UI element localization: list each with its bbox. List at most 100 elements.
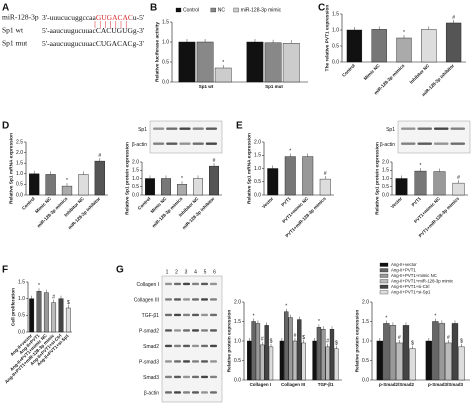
blot-band — [210, 360, 217, 363]
bar — [445, 342, 452, 381]
y-tick-label: 2.0 — [362, 299, 369, 305]
y-tick-label: 1.0 — [382, 176, 389, 182]
bar — [255, 323, 261, 381]
blot-band — [183, 375, 190, 379]
y-tick-label: 0.5 — [382, 184, 389, 190]
bar — [264, 325, 269, 381]
blot-band — [201, 344, 208, 348]
bar — [29, 173, 40, 196]
x-tick-label: PVT1+miR-128-3p mimics — [418, 196, 461, 239]
y-tick-label: 2.0 — [16, 150, 23, 156]
y-tick-label: 2.0 — [132, 159, 139, 165]
bar — [196, 41, 214, 83]
blot-band — [401, 142, 416, 145]
y-tick-label: 0.5 — [162, 59, 169, 65]
y-tick-label: 1.5 — [162, 19, 169, 25]
legend-swatch — [379, 284, 389, 289]
significance-mark: $ — [270, 339, 273, 345]
sequence-part: g-3' — [133, 26, 145, 35]
blot-band — [417, 142, 432, 145]
blot-band — [192, 375, 199, 379]
blot-band — [174, 344, 181, 348]
legend-label: Ang-II+PVT1+mimic NC — [391, 273, 437, 278]
significance-mark: $ — [411, 341, 414, 347]
x-tick-label: Vector — [390, 196, 403, 209]
blot-band — [192, 127, 204, 130]
blot-band — [434, 127, 449, 130]
blot-label: Sp1 — [138, 127, 147, 133]
bar — [178, 41, 196, 83]
panel-letter: D — [2, 121, 9, 132]
bar — [432, 321, 439, 381]
y-tick-label: 0.0 — [132, 192, 139, 198]
y-tick-label: 0.0 — [254, 192, 261, 198]
bar — [346, 29, 363, 63]
blot-band — [201, 329, 208, 332]
blot-band — [192, 142, 204, 145]
bar — [267, 168, 279, 196]
lane-number: 5 — [204, 269, 207, 275]
bar — [421, 29, 437, 63]
bar — [247, 340, 252, 381]
sequence-label: Sp1 wt — [2, 26, 24, 35]
blot-band — [165, 282, 172, 286]
bar — [451, 323, 459, 381]
y-tick-label: 0.5 — [18, 313, 25, 319]
blot-band — [210, 391, 217, 394]
legend-label: Ang-II+PVT1+si-Sp1 — [391, 290, 431, 295]
bar — [94, 160, 105, 196]
y-tick-label: 0.5 — [254, 179, 261, 185]
bar — [264, 42, 282, 83]
x-tick-label: Collagen III — [281, 382, 305, 387]
y-tick-label: 1.5 — [332, 11, 339, 17]
x-tick-label: Sp1 wt — [199, 84, 214, 89]
significance-mark: * — [253, 313, 255, 319]
blot-band — [192, 313, 199, 317]
blot-band — [450, 142, 465, 145]
significance-mark: $ — [302, 335, 305, 341]
blot-band — [417, 127, 432, 130]
y-tick-label: 1.5 — [362, 319, 369, 325]
bar — [144, 178, 155, 196]
legend-swatch — [379, 273, 389, 278]
bar — [433, 171, 446, 196]
blot-frame — [397, 120, 471, 154]
legend-label: Ang-II+PVT1 — [391, 268, 416, 273]
blot-label: Collagen I — [136, 282, 159, 288]
blot-band — [183, 313, 190, 317]
sequence-part: g-3' — [133, 39, 145, 48]
blot-label: β-actin — [132, 142, 147, 148]
blot-band — [153, 142, 165, 145]
panel-letter: E — [236, 121, 243, 132]
legend-swatch — [210, 7, 216, 13]
significance-mark: $ — [460, 339, 463, 345]
bar — [376, 340, 383, 381]
y-tick-label: 0.0 — [16, 192, 23, 198]
panel-letter: C — [318, 3, 325, 14]
x-tick-label: Control — [21, 196, 36, 211]
blot-label: TGF-β1 — [142, 313, 160, 319]
blot-band — [192, 329, 199, 332]
blot-band — [165, 313, 172, 317]
blot-band — [183, 391, 190, 394]
blot-band — [210, 313, 217, 317]
significance-mark: # — [98, 153, 101, 159]
y-tick-label: 0.5 — [16, 182, 23, 188]
bar — [292, 340, 298, 381]
blot-band — [166, 142, 178, 145]
significance-mark: $ — [335, 341, 338, 347]
blot-band — [210, 282, 217, 286]
bar — [389, 325, 397, 381]
bar — [29, 298, 35, 333]
x-tick-label: Inhibitor NC — [409, 62, 431, 84]
blot-band — [201, 282, 208, 286]
blot-label: Sp1 — [386, 127, 395, 133]
y-tick-label: 1.5 — [16, 161, 23, 167]
y-tick-label: 1.0 — [18, 296, 25, 302]
y-tick-label: 0.5 — [234, 358, 241, 364]
blot-band — [174, 329, 181, 332]
bar — [192, 178, 203, 196]
blot-band — [192, 298, 199, 301]
blot-label: β-actin — [380, 142, 395, 148]
y-axis-label: Relative luciferase activity — [154, 22, 160, 82]
